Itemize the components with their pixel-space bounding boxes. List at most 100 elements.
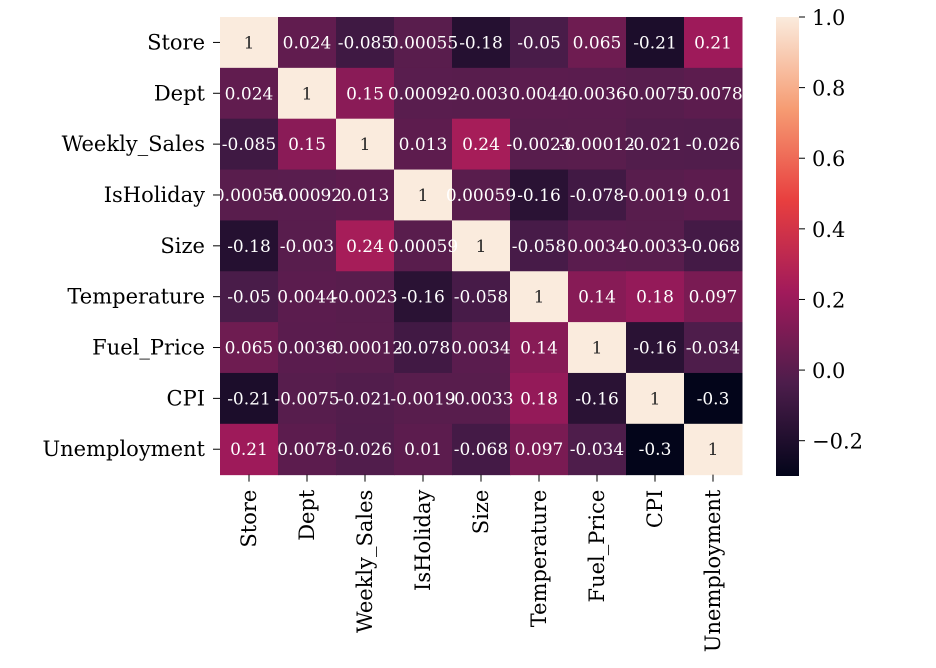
colorbar-tick-label: 1.0 <box>812 6 845 30</box>
colorbar-tick-label: 0.6 <box>812 147 845 171</box>
colorbar-tick-label: 0.4 <box>812 218 845 242</box>
x-tick-label: Store <box>237 490 261 548</box>
cell-value-label: 0.097 <box>689 288 738 308</box>
colorbar-tick-label: 0.0 <box>812 359 845 383</box>
heatmap-cell-isholiday-weekly_sales <box>336 169 395 221</box>
heatmap-cell-weekly_sales-size <box>452 118 511 171</box>
cell-value-label: -0.0075 <box>622 84 687 104</box>
cell-value-label: 0.00055 <box>214 186 284 206</box>
cell-value-label: 0.0078 <box>683 84 742 104</box>
cell-value-label: 0.065 <box>225 339 274 359</box>
cell-value-label: -0.3 <box>639 440 672 460</box>
cell-value-label: 0.00092 <box>272 186 342 206</box>
cell-value-label: 0.21 <box>694 33 732 53</box>
cell-value-label: -0.003 <box>280 237 334 257</box>
heatmap-cell-dept-unemployment <box>684 67 743 120</box>
heatmap-cell-size-temperature <box>510 220 569 272</box>
heatmap-cell-weekly_sales-temperature <box>510 118 569 171</box>
cell-value-label: -0.021 <box>628 135 682 155</box>
heatmap-cell-cpi-fuel_price <box>568 372 627 425</box>
cell-value-label: -0.00012 <box>327 339 403 359</box>
heatmap-cell-weekly_sales-fuel_price <box>568 118 627 171</box>
cell-value-label: -0.3 <box>697 389 730 409</box>
heatmap-cell-fuel_price-store <box>220 322 279 374</box>
cell-value-label: -0.0019 <box>622 186 687 206</box>
heatmap-cell-fuel_price-cpi <box>626 322 685 374</box>
y-tick-label: CPI <box>167 386 206 410</box>
cell-value-label: 0.024 <box>283 33 332 53</box>
heatmap-cell-isholiday-cpi <box>626 169 685 221</box>
heatmap-cell-temperature-size <box>452 271 511 323</box>
heatmap-cell-cpi-unemployment <box>684 372 743 425</box>
cell-value-label: -0.021 <box>338 389 392 409</box>
heatmap-cell-unemployment-cpi <box>626 423 685 476</box>
cell-value-label: 0.18 <box>636 288 674 308</box>
cell-value-label: -0.058 <box>512 237 566 257</box>
heatmap-cell-fuel_price-unemployment <box>684 322 743 374</box>
heatmap-cell-dept-temperature <box>510 67 569 120</box>
heatmap-cell-store-unemployment <box>684 17 743 69</box>
cell-value-label: 0.013 <box>399 135 448 155</box>
heatmap-cell-weekly_sales-weekly_sales <box>336 118 395 171</box>
cell-value-label: -0.18 <box>227 237 271 257</box>
heatmap-cell-fuel_price-temperature <box>510 322 569 374</box>
cell-value-label: 1 <box>650 389 661 409</box>
heatmap-cell-weekly_sales-isholiday <box>394 118 453 171</box>
heatmap-cell-store-store <box>220 17 279 69</box>
cell-value-label: 0.00059 <box>388 237 458 257</box>
x-tick-label: Weekly_Sales <box>353 490 377 633</box>
cell-value-label: -0.085 <box>338 33 392 53</box>
heatmap-cell-fuel_price-size <box>452 322 511 374</box>
heatmap-cell-store-size <box>452 17 511 69</box>
cell-value-label: -0.034 <box>686 339 740 359</box>
heatmap-cell-isholiday-dept <box>278 169 337 221</box>
cell-value-label: 1 <box>302 84 313 104</box>
heatmap-cell-store-dept <box>278 17 337 69</box>
cell-value-label: -0.18 <box>459 33 503 53</box>
heatmap-cell-store-weekly_sales <box>336 17 395 69</box>
x-tick-label: Dept <box>295 489 319 541</box>
cell-value-label: 0.0078 <box>277 440 336 460</box>
cell-value-label: 0.24 <box>346 237 384 257</box>
heatmap-cell-temperature-dept <box>278 271 337 323</box>
cell-value-label: 1 <box>476 237 487 257</box>
heatmap-cell-weekly_sales-dept <box>278 118 337 171</box>
cell-value-label: -0.05 <box>517 33 561 53</box>
heatmap-cell-temperature-cpi <box>626 271 685 323</box>
heatmap-cell-temperature-fuel_price <box>568 271 627 323</box>
cell-value-label: 0.0034 <box>567 237 626 257</box>
heatmap-cell-weekly_sales-store <box>220 118 279 171</box>
cell-value-label: 0.0044 <box>277 288 336 308</box>
y-tick-label: Store <box>147 30 205 54</box>
heatmap-cell-isholiday-temperature <box>510 169 569 221</box>
cell-value-label: -0.16 <box>575 389 619 409</box>
y-tick-label: Weekly_Sales <box>62 132 205 156</box>
heatmap-cell-weekly_sales-cpi <box>626 118 685 171</box>
cell-value-label: 0.14 <box>520 339 558 359</box>
x-tick-label: IsHoliday <box>411 490 435 591</box>
heatmap-cell-size-dept <box>278 220 337 272</box>
heatmap-cell-unemployment-size <box>452 423 511 476</box>
cell-value-label: 1 <box>592 339 603 359</box>
x-tick-labels: Store Dept Weekly_Sales IsHoliday Size Temper… <box>237 474 725 652</box>
heatmap-cell-isholiday-size <box>452 169 511 221</box>
heatmap-cell-store-fuel_price <box>568 17 627 69</box>
cell-value-label: 0.21 <box>230 440 268 460</box>
heatmap-cell-cpi-store <box>220 372 279 425</box>
x-tick-label: CPI <box>643 490 667 529</box>
x-tick-label: Fuel_Price <box>585 490 609 603</box>
heatmap-cell-store-temperature <box>510 17 569 69</box>
heatmap-cell-unemployment-fuel_price <box>568 423 627 476</box>
cell-value-label: -0.16 <box>401 288 445 308</box>
cell-value-label: 0.097 <box>515 440 564 460</box>
heatmap-cell-size-weekly_sales <box>336 220 395 272</box>
x-tick-label: Temperature <box>527 490 551 628</box>
heatmap-cell-dept-size <box>452 67 511 120</box>
heatmap-cell-unemployment-dept <box>278 423 337 476</box>
colorbar-tick-label: −0.2 <box>812 430 863 454</box>
cell-value-label: 0.00092 <box>388 84 458 104</box>
heatmap-cell-cpi-isholiday <box>394 372 453 425</box>
cell-value-label: -0.16 <box>517 186 561 206</box>
heatmap-cell-dept-cpi <box>626 67 685 120</box>
cell-value-label: 1 <box>360 135 371 155</box>
